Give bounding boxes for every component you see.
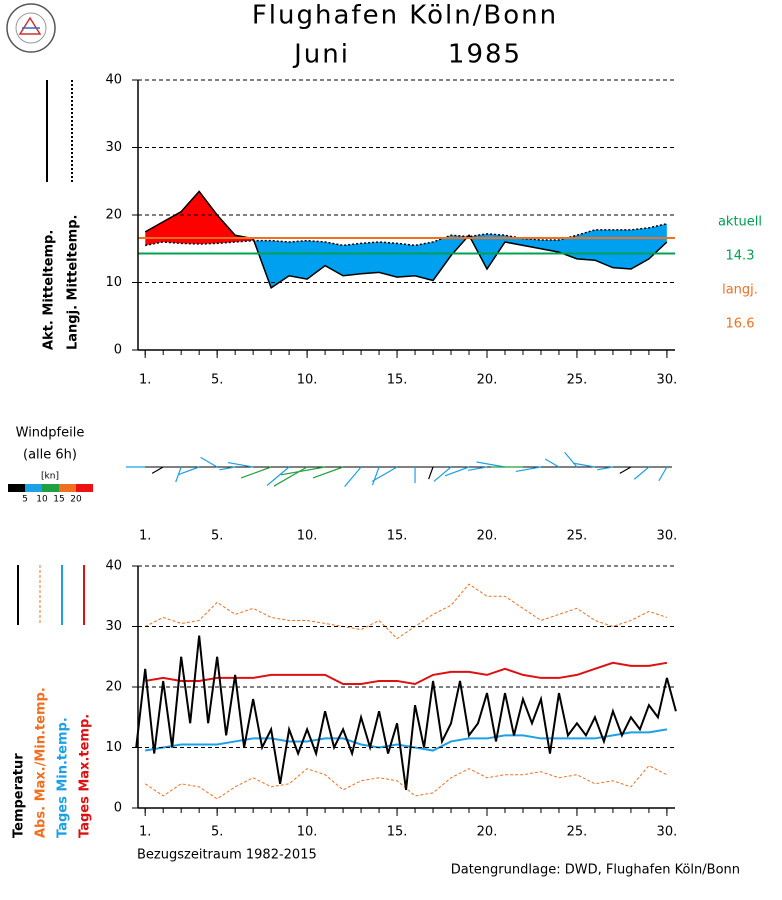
colorbar-tick: 15 [53, 495, 64, 505]
wind-arrow [219, 466, 236, 471]
series-line [144, 190, 668, 290]
wind-arrow [633, 466, 650, 480]
colorbar-cell [76, 484, 93, 492]
x-tick-label: 20. [477, 529, 498, 544]
series-line [135, 635, 677, 790]
year: 1985 [448, 40, 522, 70]
series-label: Temperatur [12, 753, 27, 838]
x-tick-label: 15. [387, 529, 408, 544]
series-label: Tages Min.temp. [56, 717, 71, 838]
wind-arrow [444, 466, 470, 477]
wind-subtitle: (alle 6h) [23, 448, 77, 463]
ref-name: langj. [722, 283, 758, 298]
colorbar-tick: 10 [36, 495, 48, 505]
x-tick-label: 15. [387, 373, 408, 388]
wind-arrow [227, 461, 254, 468]
wind-arrow [280, 466, 326, 476]
wind-arrow [312, 466, 344, 479]
x-tick-label: 10. [297, 373, 318, 388]
x-tick-label: 25. [567, 373, 588, 388]
wind-arrow [371, 466, 380, 486]
ref-value: 16.6 [726, 317, 755, 332]
wind-arrow [428, 466, 434, 480]
wind-arrow [266, 466, 290, 486]
colorbar-cell [8, 484, 25, 492]
x-tick-label: 30. [657, 529, 678, 544]
x-tick-label: 20. [477, 373, 498, 388]
wind-arrow [177, 466, 200, 476]
y-tick-label: 40 [105, 559, 122, 574]
month: Juni [292, 40, 350, 70]
wind-arrow [273, 466, 308, 487]
x-tick-label: 1. [139, 373, 151, 388]
x-tick-label: 1. [139, 529, 151, 544]
series-line [145, 661, 668, 686]
footnote: Bezugszeitraum 1982-2015 [137, 848, 317, 863]
x-tick-label: 30. [657, 825, 678, 840]
colorbar-tick: 5 [22, 495, 28, 505]
x-tick-label: 30. [657, 373, 678, 388]
logo [6, 3, 56, 53]
y-tick-label: 20 [105, 208, 122, 223]
x-tick-label: 20. [477, 825, 498, 840]
y-tick-label: 10 [105, 740, 122, 755]
colorbar-cell [42, 484, 59, 492]
wind-arrow [433, 466, 452, 482]
wind-arrow [564, 451, 578, 468]
x-tick-label: 10. [297, 529, 318, 544]
wind-title: Windpfeile [16, 426, 85, 441]
series-line [145, 728, 668, 752]
x-tick-label: 10. [297, 825, 318, 840]
y-tick-label: 20 [105, 680, 122, 695]
title: Flughafen Köln/Bonn [252, 1, 558, 31]
series-label: Tages Max.temp. [78, 714, 93, 838]
wind-arrow [658, 466, 668, 482]
wind-arrow [544, 458, 560, 468]
series-label: Langj. Mitteltemp. [66, 215, 81, 350]
wind-arrow [572, 462, 596, 468]
series-label: Akt. Mitteltemp. [42, 230, 57, 350]
y-tick-label: 40 [105, 73, 122, 88]
wind-arrow [371, 466, 398, 482]
y-tick-label: 0 [114, 801, 122, 816]
wind-arrow [476, 461, 506, 468]
x-tick-label: 5. [211, 825, 223, 840]
y-tick-label: 30 [105, 619, 122, 634]
x-tick-label: 15. [387, 825, 408, 840]
x-tick-label: 1. [139, 825, 151, 840]
wind-arrow [151, 466, 164, 474]
x-tick-label: 5. [211, 373, 223, 388]
colorbar-unit: [kn] [41, 472, 59, 482]
wind-arrow [344, 466, 362, 487]
wind-arrow [240, 466, 272, 479]
area-below [145, 223, 667, 288]
wind-arrow [467, 466, 488, 471]
ref-value: 14.3 [726, 249, 755, 264]
series-line [144, 583, 668, 640]
y-tick-label: 30 [105, 140, 122, 155]
wind-arrow [200, 456, 218, 468]
ref-name: aktuell [718, 215, 762, 230]
wind-arrow [619, 466, 632, 474]
y-tick-label: 10 [105, 275, 122, 290]
x-tick-label: 25. [567, 529, 588, 544]
series-label: Abs. Max./Min.temp. [34, 687, 49, 838]
wind-arrow [597, 466, 614, 471]
colorbar-cell [25, 484, 42, 492]
colorbar-tick: 20 [70, 495, 82, 505]
wind-arrow [515, 466, 542, 473]
x-tick-label: 5. [211, 529, 223, 544]
x-tick-label: 25. [567, 825, 588, 840]
source: Datengrundlage: DWD, Flughafen Köln/Bonn [451, 863, 740, 878]
y-tick-label: 0 [114, 343, 122, 358]
colorbar-cell [59, 484, 76, 492]
